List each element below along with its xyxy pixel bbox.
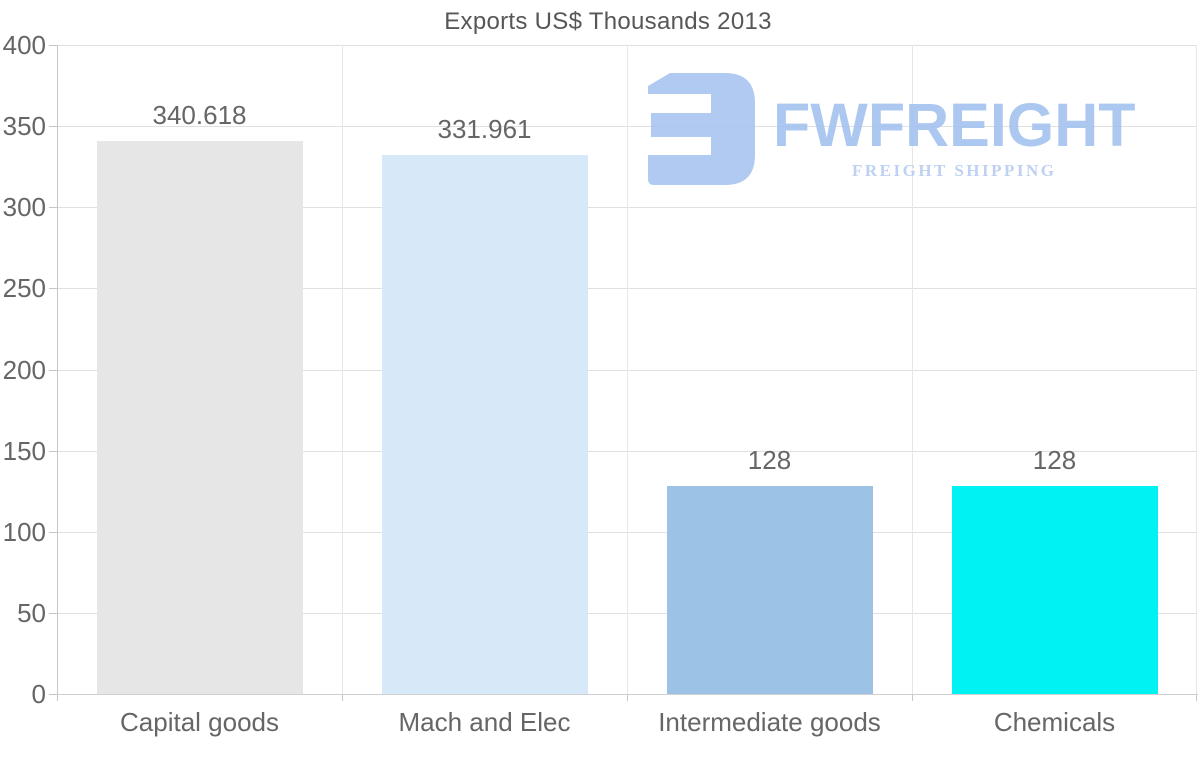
x-category-label: Chemicals [993,707,1116,737]
y-tick-label: 350 [2,111,46,142]
bar [666,486,873,694]
y-tick-mark [49,126,57,127]
y-tick-mark [49,370,57,371]
bar [951,486,1158,694]
y-tick-label: 250 [2,273,46,304]
y-tick-mark [49,694,57,695]
plot-area [57,45,1197,694]
x-category-label: Capital goods [120,707,279,737]
x-tick-mark [627,695,628,701]
bar-value-label: 128 [747,445,792,476]
gridline-vertical [342,45,343,694]
y-tick-label: 300 [2,192,46,223]
gridline-vertical [627,45,628,694]
x-tick-mark [57,695,58,701]
bar [381,155,588,694]
chart-title: Exports US$ Thousands 2013 [444,8,772,35]
y-tick-label: 150 [2,435,46,466]
bar-value-label: 340.618 [152,100,247,131]
bar-value-label: 128 [1032,445,1077,476]
y-tick-mark [49,288,57,289]
y-tick-mark [49,451,57,452]
y-tick-mark [49,532,57,533]
y-tick-mark [49,45,57,46]
y-tick-label: 200 [2,354,46,385]
y-tick-label: 100 [2,516,46,547]
x-tick-mark [1196,695,1197,701]
x-category-label: Intermediate goods [658,707,881,737]
gridline-vertical [912,45,913,694]
y-tick-mark [49,207,57,208]
gridline-vertical [1196,45,1197,694]
y-tick-label: 50 [17,597,46,628]
y-tick-label: 400 [2,30,46,60]
x-axis-line [57,694,1198,695]
y-axis-line [57,45,58,695]
bar [96,141,303,694]
y-tick-mark [49,613,57,614]
x-category-label: Mach and Elec [398,707,571,737]
y-tick-label: 0 [31,679,46,709]
x-tick-mark [342,695,343,701]
bar-value-label: 331.961 [437,114,532,145]
x-tick-mark [912,695,913,701]
